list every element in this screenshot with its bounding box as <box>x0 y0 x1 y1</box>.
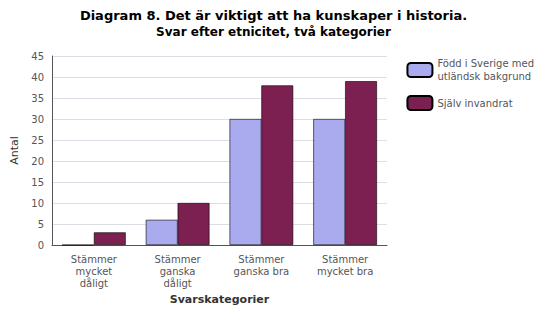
svg-text:Svar efter etnicitet, två kate: Svar efter etnicitet, två kategorier <box>156 25 391 39</box>
svg-text:35: 35 <box>31 93 44 104</box>
svg-text:10: 10 <box>31 198 44 209</box>
svg-text:40: 40 <box>31 72 44 83</box>
svg-text:Diagram 8. Det är viktigt att: Diagram 8. Det är viktigt att ha kunskap… <box>80 8 467 23</box>
svg-text:5: 5 <box>38 219 44 230</box>
svg-text:dåligt: dåligt <box>163 277 191 289</box>
svg-text:45: 45 <box>31 51 44 62</box>
svg-text:Stämmer: Stämmer <box>71 254 118 265</box>
svg-text:Stämmer: Stämmer <box>238 254 285 265</box>
svg-text:ganska bra: ganska bra <box>234 266 290 277</box>
svg-text:utländsk bakgrund: utländsk bakgrund <box>437 71 531 82</box>
svg-text:ganska: ganska <box>160 266 196 277</box>
svg-text:dåligt: dåligt <box>80 277 108 289</box>
svg-text:Född i Sverige med: Född i Sverige med <box>437 58 534 69</box>
svg-text:mycket bra: mycket bra <box>317 266 373 277</box>
svg-text:mycket: mycket <box>76 266 113 277</box>
svg-text:Stämmer: Stämmer <box>155 254 202 265</box>
svg-text:Svarskategorier: Svarskategorier <box>170 293 270 306</box>
svg-text:Stämmer: Stämmer <box>322 254 369 265</box>
svg-text:Antal: Antal <box>8 136 21 165</box>
svg-text:20: 20 <box>31 156 44 167</box>
svg-text:30: 30 <box>31 114 44 125</box>
svg-text:15: 15 <box>31 177 44 188</box>
svg-text:Själv invandrat: Själv invandrat <box>437 98 512 109</box>
svg-text:25: 25 <box>31 135 44 146</box>
svg-text:0: 0 <box>38 240 44 251</box>
